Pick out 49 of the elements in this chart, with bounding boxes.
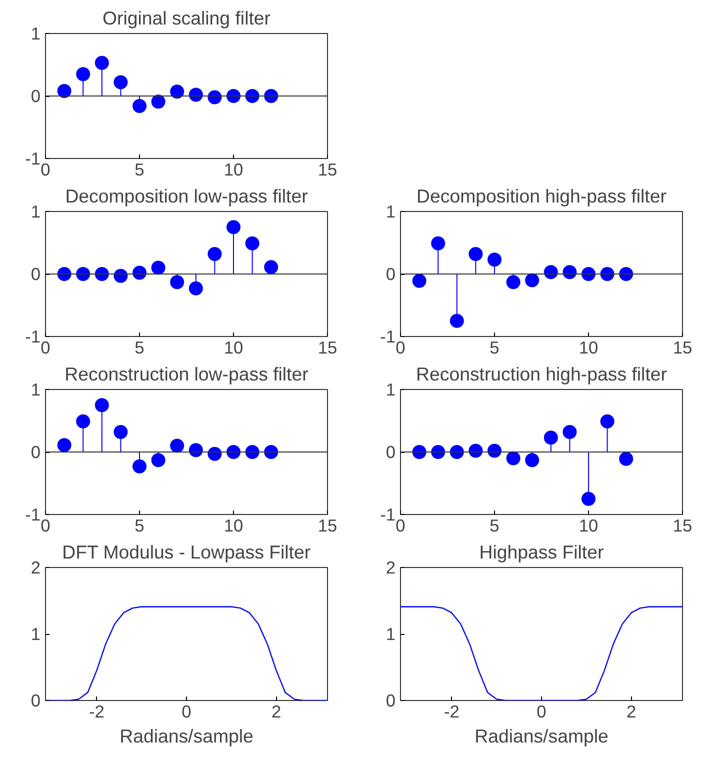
x-tick-label: 15 [318, 516, 338, 536]
x-tick-label: 5 [134, 516, 144, 536]
y-tick-label: -1 [380, 504, 396, 524]
x-tick-label: 5 [490, 516, 500, 536]
x-tick-label: 2 [271, 702, 282, 722]
y-tick-label: 0 [30, 86, 41, 106]
y-tick-label: 2 [386, 558, 396, 578]
x-tick-label: 15 [318, 160, 338, 180]
x-axis-title: Radians/sample [120, 726, 254, 746]
x-tick-label: 0 [536, 702, 546, 722]
y-tick-label: 1 [30, 202, 41, 222]
x-tick-label: 10 [224, 516, 244, 536]
x-tick-label: -2 [444, 702, 460, 722]
x-tick-label: 0 [182, 702, 192, 722]
y-tick-label: 1 [30, 624, 41, 644]
y-tick-label: 0 [386, 264, 396, 284]
x-tick-label: -2 [88, 702, 104, 722]
chart-title: Reconstruction low-pass filter [64, 364, 308, 384]
y-tick-label: -1 [25, 148, 41, 168]
y-tick-label: 1 [386, 202, 396, 222]
y-tick-label: -1 [25, 504, 41, 524]
y-tick-label: 0 [30, 442, 41, 462]
x-tick-label: 10 [224, 338, 244, 358]
x-tick-label: 5 [134, 160, 144, 180]
y-tick-label: -1 [380, 326, 396, 346]
y-tick-label: 0 [386, 442, 396, 462]
chart-title: DFT Modulus - Lowpass Filter [62, 542, 311, 562]
chart-title: Decomposition high-pass filter [416, 186, 666, 206]
x-tick-label: 2 [626, 702, 636, 722]
chart-title: Highpass Filter [479, 542, 604, 562]
chart-title: Original scaling filter [102, 8, 270, 28]
x-tick-label: 10 [578, 338, 598, 358]
x-tick-label: 5 [134, 338, 144, 358]
x-tick-label: 15 [672, 338, 692, 358]
x-axis-title: Radians/sample [474, 726, 608, 746]
y-tick-label: 1 [30, 380, 41, 400]
x-tick-label: 15 [318, 338, 338, 358]
y-tick-label: 1 [386, 380, 396, 400]
x-tick-label: 10 [224, 160, 244, 180]
chart-title: Reconstruction high-pass filter [416, 364, 667, 384]
chart-title: Decomposition low-pass filter [65, 186, 308, 206]
y-tick-label: 1 [386, 624, 396, 644]
x-tick-label: 15 [672, 516, 692, 536]
y-tick-label: -1 [25, 326, 41, 346]
x-tick-label: 10 [578, 516, 598, 536]
x-tick-label: 5 [490, 338, 500, 358]
y-tick-label: 2 [30, 558, 41, 578]
y-tick-label: 1 [30, 24, 41, 44]
y-tick-label: 0 [30, 264, 41, 284]
